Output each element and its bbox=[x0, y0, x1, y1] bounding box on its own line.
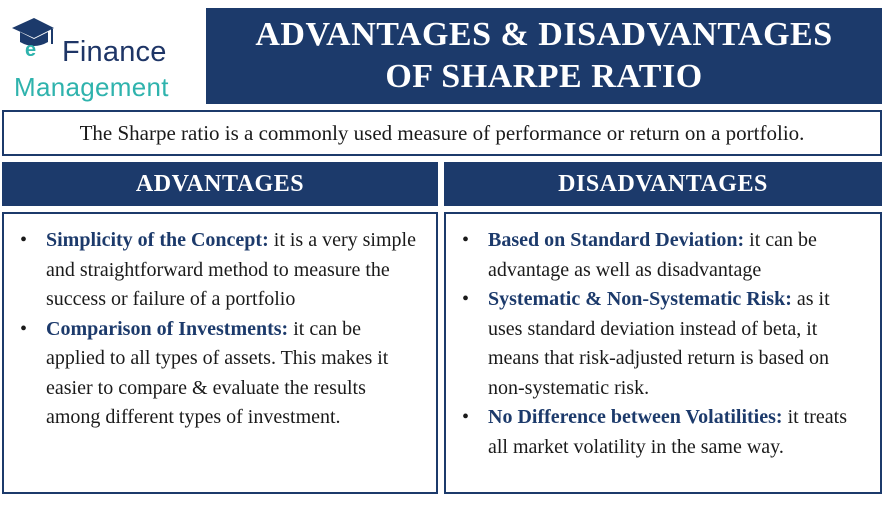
bullet-icon: • bbox=[462, 288, 470, 310]
item-title: Comparison of Investments: bbox=[46, 317, 289, 340]
advantages-header: ADVANTAGES bbox=[2, 162, 438, 206]
logo-text-finance: Finance bbox=[62, 36, 167, 68]
item-text: it can be applied to all types of assets… bbox=[46, 317, 389, 429]
bullet-icon: • bbox=[462, 406, 470, 428]
item-title: Simplicity of the Concept: bbox=[46, 229, 269, 251]
item-text: it is a very simple and straightforward … bbox=[46, 229, 416, 310]
list-item: • Based on Standard Deviation: it can be… bbox=[460, 226, 864, 285]
graduation-cap-e-icon: e bbox=[12, 18, 54, 58]
list-item: • Systematic & Non-Systematic Risk: as i… bbox=[460, 285, 864, 403]
svg-text:e: e bbox=[25, 39, 36, 58]
title-line-1: ADVANTAGES & DISADVANTAGES bbox=[255, 16, 833, 53]
intro-text: The Sharpe ratio is a commonly used meas… bbox=[2, 110, 882, 156]
advantages-panel: • Simplicity of the Concept: it is a ver… bbox=[2, 212, 438, 494]
disadvantages-panel: • Based on Standard Deviation: it can be… bbox=[444, 212, 882, 494]
logo-text-management: Management bbox=[14, 72, 169, 102]
list-item: • Comparison of Investments: it can be a… bbox=[18, 315, 420, 433]
list-item: • Simplicity of the Concept: it is a ver… bbox=[18, 226, 420, 315]
item-text: it treats all market volatility in the s… bbox=[488, 406, 847, 458]
item-title: No Difference between Volatilities: bbox=[488, 406, 783, 428]
page-title: ADVANTAGES & DISADVANTAGES OF SHARPE RAT… bbox=[206, 8, 882, 104]
item-title: Based on Standard Deviation: bbox=[488, 229, 745, 251]
advantages-list: • Simplicity of the Concept: it is a ver… bbox=[18, 226, 420, 433]
bullet-icon: • bbox=[20, 229, 28, 251]
title-line-2: OF SHARPE RATIO bbox=[385, 58, 703, 95]
item-title: Systematic & Non-Systematic Risk: bbox=[488, 288, 792, 310]
disadvantages-header: DISADVANTAGES bbox=[444, 162, 882, 206]
item-text: it can be advantage as well as disadvant… bbox=[488, 229, 817, 281]
list-item: • No Difference between Volatilities: it… bbox=[460, 403, 864, 462]
item-text: as it uses standard deviation instead of… bbox=[488, 288, 830, 399]
bullet-icon: • bbox=[462, 229, 470, 251]
logo: e Finance Management bbox=[6, 8, 202, 104]
bullet-icon: • bbox=[20, 317, 28, 340]
disadvantages-list: • Based on Standard Deviation: it can be… bbox=[460, 226, 864, 462]
